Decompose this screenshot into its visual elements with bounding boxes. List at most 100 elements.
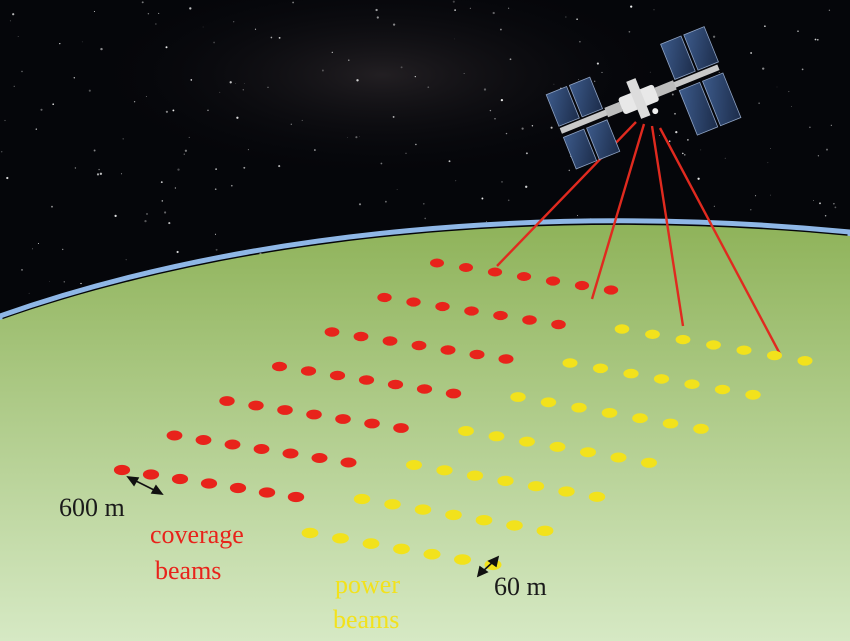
power-beam bbox=[454, 554, 471, 565]
power-beam bbox=[488, 431, 505, 442]
coverage-beam bbox=[464, 306, 479, 316]
star bbox=[455, 180, 457, 182]
star bbox=[674, 112, 676, 115]
star bbox=[392, 23, 396, 26]
power-beam bbox=[593, 363, 608, 374]
earth-surface bbox=[0, 224, 850, 641]
star bbox=[59, 43, 61, 45]
star bbox=[207, 109, 209, 112]
star bbox=[525, 152, 528, 155]
star bbox=[565, 16, 567, 18]
star bbox=[188, 136, 190, 138]
star bbox=[31, 248, 33, 250]
power-beam bbox=[540, 397, 557, 408]
power-beam bbox=[693, 423, 709, 434]
star bbox=[229, 81, 232, 84]
power-beam bbox=[580, 447, 596, 458]
star bbox=[817, 155, 820, 157]
power-beam bbox=[510, 392, 526, 402]
star bbox=[88, 89, 91, 92]
star bbox=[348, 59, 350, 61]
star bbox=[415, 143, 417, 146]
coverage-spacing-arrow bbox=[126, 476, 164, 495]
power-beam bbox=[632, 413, 648, 424]
power-beam bbox=[571, 402, 587, 413]
coverage-beam bbox=[113, 464, 131, 476]
star bbox=[700, 149, 702, 151]
coverage-beam bbox=[324, 327, 340, 337]
star bbox=[762, 67, 765, 70]
star bbox=[492, 11, 495, 15]
coverage-beam bbox=[253, 444, 270, 454]
star bbox=[380, 162, 383, 165]
star bbox=[813, 200, 814, 201]
power-beam bbox=[767, 350, 782, 361]
power-beam bbox=[406, 460, 422, 470]
coverage-beam bbox=[272, 361, 287, 372]
coverage-beam bbox=[340, 457, 357, 468]
star bbox=[133, 101, 136, 103]
coverage-beam bbox=[353, 331, 369, 342]
star bbox=[578, 79, 580, 80]
power-beam bbox=[414, 504, 432, 515]
star bbox=[668, 140, 671, 143]
star bbox=[215, 168, 217, 170]
star bbox=[114, 214, 117, 218]
star bbox=[147, 12, 150, 15]
coverage-beam bbox=[195, 435, 212, 445]
coverage-beam-grid bbox=[113, 258, 619, 503]
power-beam bbox=[610, 452, 627, 463]
star bbox=[684, 154, 686, 156]
power-beam bbox=[423, 548, 441, 560]
star bbox=[202, 26, 204, 28]
star bbox=[100, 47, 103, 51]
star bbox=[834, 206, 837, 209]
star bbox=[671, 93, 674, 96]
star bbox=[424, 217, 426, 220]
power-spacing-arrow bbox=[476, 555, 500, 578]
star bbox=[483, 88, 487, 91]
coverage-beam bbox=[277, 405, 293, 415]
star bbox=[499, 28, 502, 31]
star bbox=[601, 71, 603, 73]
coverage-beam bbox=[166, 430, 183, 441]
star bbox=[165, 110, 169, 113]
coverage-beam bbox=[435, 301, 450, 312]
coverage-beam bbox=[603, 285, 619, 295]
coverage-beam bbox=[200, 478, 218, 489]
star bbox=[816, 38, 819, 41]
star bbox=[301, 119, 303, 121]
star bbox=[628, 30, 631, 33]
star bbox=[649, 71, 651, 73]
coverage-beam bbox=[545, 276, 561, 286]
star bbox=[500, 98, 504, 102]
star bbox=[21, 70, 23, 73]
beam-link-line bbox=[658, 127, 782, 355]
power-beam bbox=[645, 329, 660, 339]
coverage-beam bbox=[358, 375, 375, 385]
star bbox=[507, 199, 510, 202]
star bbox=[141, 1, 144, 4]
star bbox=[347, 137, 348, 139]
star bbox=[81, 41, 83, 43]
power-beam bbox=[549, 441, 566, 452]
coverage-beam bbox=[493, 310, 508, 321]
coverage-beam bbox=[387, 379, 404, 390]
power-beam bbox=[436, 465, 453, 476]
star bbox=[758, 102, 760, 104]
star bbox=[718, 72, 720, 74]
coverage-beam bbox=[522, 315, 537, 325]
star bbox=[826, 148, 828, 151]
star bbox=[454, 38, 455, 40]
power-beam-grid bbox=[301, 324, 813, 571]
coverage-beam bbox=[329, 370, 346, 381]
star bbox=[49, 281, 51, 282]
star bbox=[12, 13, 15, 16]
star bbox=[355, 136, 358, 139]
star bbox=[687, 139, 689, 141]
star bbox=[278, 36, 281, 39]
star bbox=[501, 181, 503, 183]
star bbox=[184, 149, 188, 152]
star bbox=[697, 177, 700, 180]
